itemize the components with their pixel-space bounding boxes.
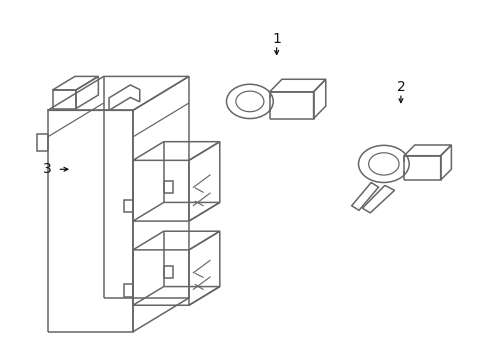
Text: 2: 2 xyxy=(396,80,405,94)
Text: 3: 3 xyxy=(43,162,52,176)
Text: 1: 1 xyxy=(272,32,281,46)
